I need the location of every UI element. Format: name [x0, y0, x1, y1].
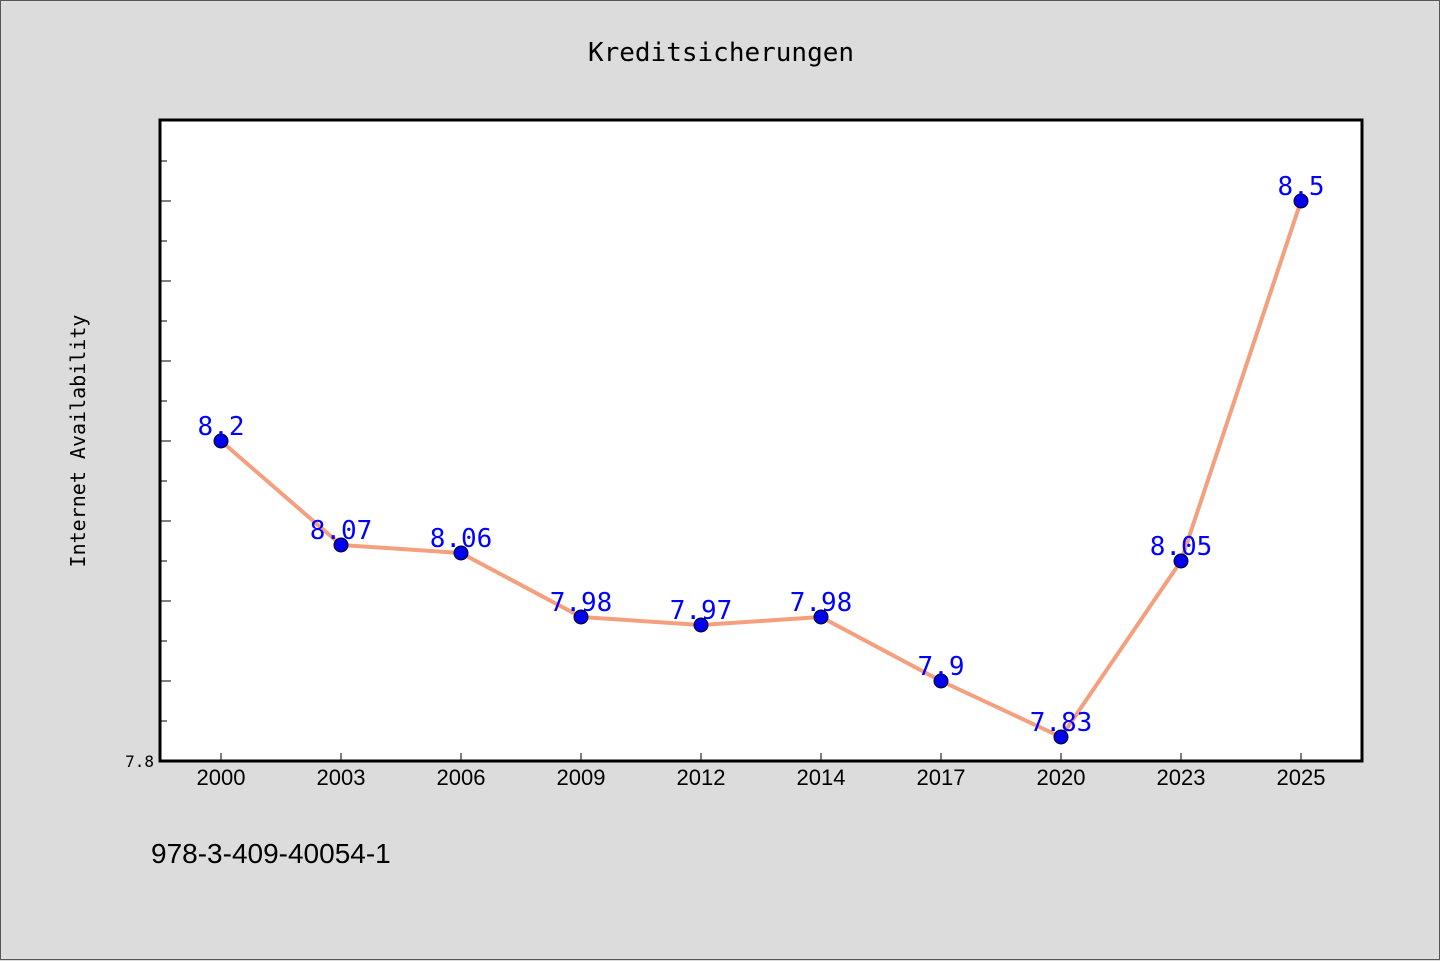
x-tick-label: 2023	[1157, 765, 1206, 790]
y-axis-label: Internet Availability	[66, 315, 90, 568]
y-axis-ticks: 7.8	[125, 120, 171, 771]
data-point	[1293, 193, 1309, 209]
data-point	[333, 537, 349, 553]
data-label: 8.2	[198, 412, 245, 442]
chart-title: Kreditsicherungen	[588, 38, 854, 68]
data-point	[213, 433, 229, 449]
x-tick-label: 2006	[437, 765, 486, 790]
x-tick-label: 2014	[797, 765, 846, 790]
data-point	[1173, 553, 1189, 569]
x-tick-label: 2003	[317, 765, 366, 790]
data-label: 7.83	[1030, 708, 1093, 738]
data-point	[453, 545, 469, 561]
x-tick-label: 2012	[677, 765, 726, 790]
isbn-text: 978-3-409-40054-1	[151, 838, 391, 869]
data-point	[573, 609, 589, 625]
data-label: 7.9	[918, 652, 965, 682]
x-tick-label: 2000	[197, 765, 246, 790]
data-label: 8.06	[430, 524, 493, 554]
plot-area	[158, 118, 1364, 763]
data-label: 7.97	[670, 596, 733, 626]
data-label: 7.98	[790, 588, 853, 618]
data-point	[933, 673, 949, 689]
series-line	[219, 200, 1303, 739]
x-tick-label: 2025	[1277, 765, 1326, 790]
data-point	[1053, 729, 1069, 745]
data-label: 8.07	[310, 516, 373, 546]
data-label: 8.05	[1150, 532, 1213, 562]
data-point	[813, 609, 829, 625]
x-tick-label: 2009	[557, 765, 606, 790]
series-group	[213, 193, 1309, 745]
x-tick-label: 2017	[917, 765, 966, 790]
data-point	[693, 617, 709, 633]
data-labels-group: 8.2 8.07 8.06 7.98 7.97 7.98 7.9 7.83 8.05 8.5	[198, 172, 1325, 738]
data-label: 7.98	[550, 588, 613, 618]
x-tick-label: 2020	[1037, 765, 1086, 790]
x-axis-ticks: 2000 2003 2006 2009 2012 2014 2017 2020 2023 2025	[197, 753, 1326, 790]
data-label: 8.5	[1278, 172, 1325, 202]
y-tick-label: 7.8	[125, 752, 154, 771]
